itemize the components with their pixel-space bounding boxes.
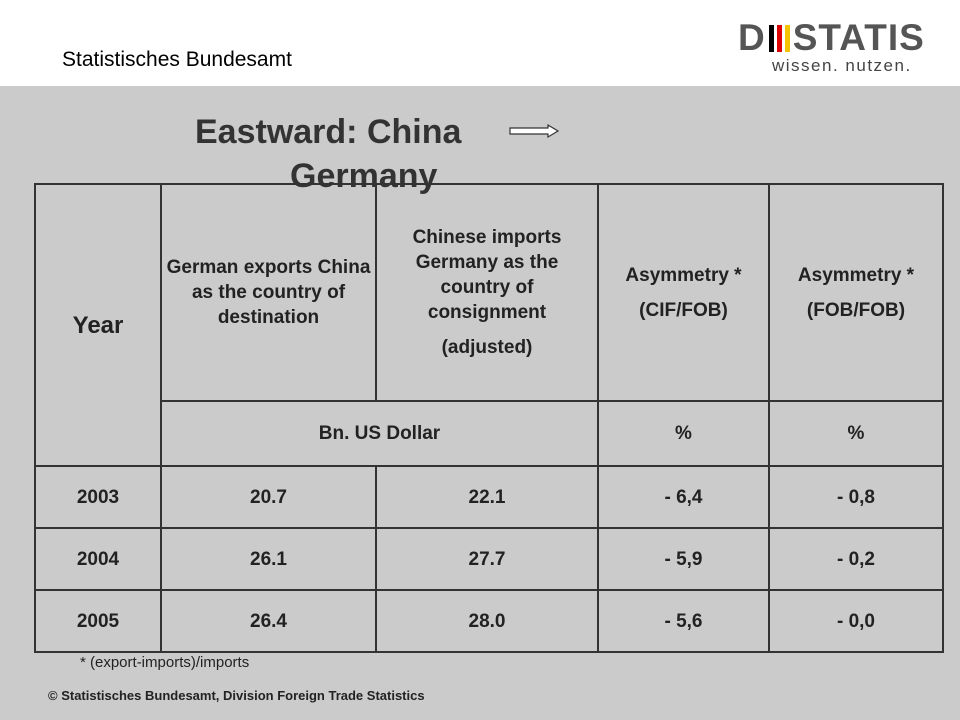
value-cell: - 6,4 <box>597 465 770 529</box>
unit-cell: Bn. US Dollar <box>160 400 599 467</box>
footer: © Statistisches Bundesamt, Division Fore… <box>48 688 425 703</box>
logo-bars <box>768 24 790 52</box>
value-cell: - 0,8 <box>768 465 944 529</box>
header-text: (FOB/FOB) <box>806 299 906 321</box>
value-cell: 28.0 <box>375 589 599 653</box>
data-row: 2005 26.4 28.0- 5,6- 0,0 <box>34 589 944 653</box>
value-cell: 26.1 <box>160 527 377 591</box>
header-band: Statistisches Bundesamt D STATIS wissen.… <box>0 0 960 86</box>
org-name: Statistisches Bundesamt <box>62 48 292 71</box>
unit-cell: % <box>768 400 944 467</box>
logo: D STATIS wissen. nutzen. <box>738 18 938 76</box>
unit-cell: % <box>597 400 770 467</box>
header-cell: Asymmetry * (CIF/FOB) <box>597 183 770 402</box>
header-text: Asymmetry * <box>797 264 915 286</box>
value-cell: - 5,9 <box>597 527 770 591</box>
value-cell: - 5,6 <box>597 589 770 653</box>
header-row: Year German exports China as the country … <box>34 183 944 467</box>
header-text: Chinese imports Germany as the country o… <box>412 227 562 323</box>
header-cell: Chinese imports Germany as the country o… <box>375 183 599 402</box>
value-cell: 22.1 <box>375 465 599 529</box>
data-row: 2004 26.1 27.7- 5,9- 0,2 <box>34 527 944 591</box>
header-text: (CIF/FOB) <box>639 299 728 321</box>
value-cell: - 0,2 <box>768 527 944 591</box>
unit-row: Bn. US Dollar%% <box>35 400 944 467</box>
year-cell: 2003 <box>34 465 162 529</box>
footnote: * (export-imports)/imports <box>80 654 250 671</box>
header-text: German exports China as the country of d… <box>166 257 371 328</box>
logo-left: D <box>738 17 766 58</box>
title-line: Germany <box>290 157 438 195</box>
year-cell: 2005 <box>34 589 162 653</box>
data-row: 2003 20.7 22.1- 6,4- 0,8 <box>34 465 944 529</box>
data-table: Year German exports China as the country … <box>34 183 944 653</box>
header-cell: Asymmetry * (FOB/FOB) <box>768 183 944 402</box>
header-text: Asymmetry * <box>625 264 742 286</box>
header-cell: Year <box>34 183 162 467</box>
header-text: Year <box>72 311 124 339</box>
header-cell: German exports China as the country of d… <box>160 183 377 402</box>
arrow <box>509 123 560 139</box>
year-cell: 2004 <box>34 527 162 591</box>
logo-right: STATIS <box>792 17 925 58</box>
value-cell: 27.7 <box>375 527 599 591</box>
slide-title: Eastward: China Germany <box>195 110 461 198</box>
header-text: (adjusted) <box>441 337 533 358</box>
value-cell: 20.7 <box>160 465 377 529</box>
value-cell: 26.4 <box>160 589 377 653</box>
logo-tagline: wissen. nutzen. <box>772 56 912 75</box>
title-line: Eastward: China <box>195 113 462 151</box>
value-cell: - 0,0 <box>768 589 944 653</box>
